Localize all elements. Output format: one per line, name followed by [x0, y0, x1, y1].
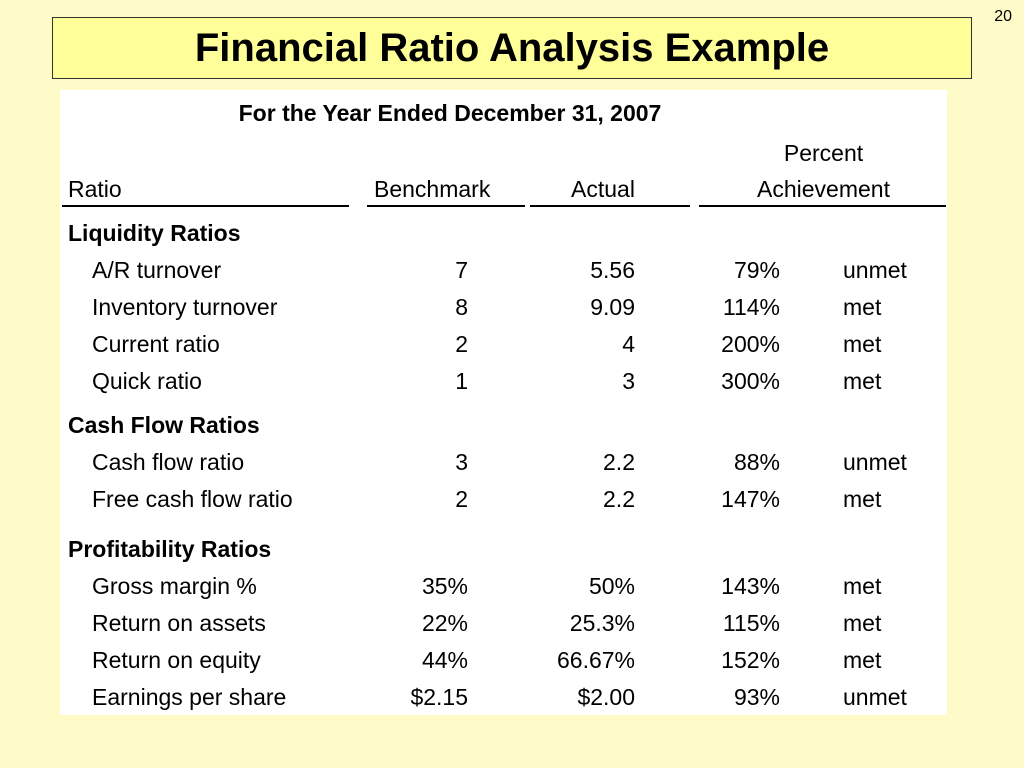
- percent-value: 147%: [721, 486, 780, 512]
- benchmark-value: 2: [455, 331, 468, 357]
- ratio-name: Earnings per share: [92, 684, 287, 710]
- percent-value: 115%: [722, 610, 780, 636]
- actual-value: 4: [622, 331, 635, 357]
- ratio-name: A/R turnover: [92, 257, 222, 283]
- status-value: met: [843, 486, 882, 512]
- benchmark-value: 8: [455, 294, 468, 320]
- status-value: met: [843, 294, 882, 320]
- percent-value: 114%: [722, 294, 780, 320]
- header-achievement: Achievement: [757, 176, 890, 202]
- section-heading: Liquidity Ratios: [68, 220, 241, 246]
- percent-value: 143%: [721, 573, 780, 599]
- actual-value: 50%: [588, 573, 635, 599]
- ratio-name: Quick ratio: [92, 368, 202, 394]
- ratio-name: Current ratio: [92, 331, 220, 357]
- status-value: unmet: [843, 684, 907, 710]
- header-underline-achievement: [699, 205, 946, 207]
- slide-number: 20: [994, 8, 1012, 25]
- percent-value: 200%: [721, 331, 780, 357]
- actual-value: 3: [622, 368, 635, 394]
- percent-value: 93%: [733, 684, 780, 710]
- actual-value: 2.2: [603, 486, 635, 512]
- status-value: met: [843, 610, 882, 636]
- header-underline-actual: [530, 205, 690, 207]
- section-heading: Cash Flow Ratios: [68, 412, 260, 438]
- percent-value: 300%: [721, 368, 780, 394]
- actual-value: 2.2: [603, 449, 635, 475]
- status-value: met: [843, 647, 882, 673]
- actual-value: $2.00: [577, 684, 635, 710]
- header-underline-benchmark: [367, 205, 525, 207]
- benchmark-value: 7: [455, 257, 468, 283]
- ratio-name: Cash flow ratio: [92, 449, 245, 475]
- header-benchmark: Benchmark: [374, 176, 491, 202]
- header-percent: Percent: [783, 140, 864, 166]
- benchmark-value: $2.15: [410, 684, 468, 710]
- ratio-name: Inventory turnover: [92, 294, 278, 320]
- actual-value: 25.3%: [569, 610, 635, 636]
- header-underline-ratio: [62, 205, 349, 207]
- table-subtitle: For the Year Ended December 31, 2007: [238, 100, 662, 126]
- percent-value: 152%: [721, 647, 780, 673]
- header-actual: Actual: [571, 176, 635, 202]
- ratio-table: For the Year Ended December 31, 2007 Rat…: [60, 90, 947, 715]
- section-heading: Profitability Ratios: [68, 536, 272, 562]
- actual-value: 66.67%: [556, 647, 635, 673]
- benchmark-value: 44%: [421, 647, 468, 673]
- actual-value: 5.56: [590, 257, 635, 283]
- status-value: met: [843, 368, 882, 394]
- status-value: met: [843, 331, 882, 357]
- status-value: met: [843, 573, 882, 599]
- benchmark-value: 22%: [421, 610, 468, 636]
- ratio-name: Gross margin %: [92, 573, 257, 599]
- ratio-name: Return on equity: [92, 647, 261, 673]
- status-value: unmet: [843, 449, 907, 475]
- slide-title: Financial Ratio Analysis Example: [194, 25, 830, 70]
- ratio-name: Return on assets: [92, 610, 266, 636]
- status-value: unmet: [843, 257, 907, 283]
- benchmark-value: 3: [455, 449, 468, 475]
- benchmark-value: 35%: [421, 573, 468, 599]
- title-box: Financial Ratio Analysis Example: [52, 17, 972, 79]
- benchmark-value: 1: [455, 368, 468, 394]
- actual-value: 9.09: [590, 294, 635, 320]
- benchmark-value: 2: [455, 486, 468, 512]
- percent-value: 79%: [733, 257, 780, 283]
- percent-value: 88%: [733, 449, 780, 475]
- header-ratio: Ratio: [68, 176, 122, 202]
- ratio-name: Free cash flow ratio: [92, 486, 293, 512]
